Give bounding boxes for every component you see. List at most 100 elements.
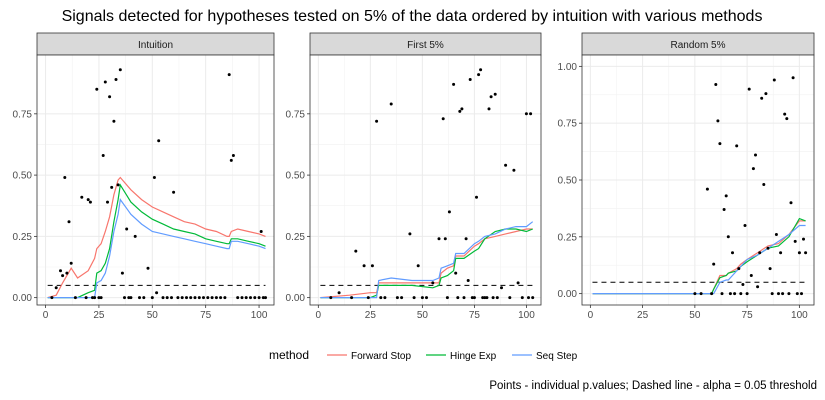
pvalue-point xyxy=(512,168,516,172)
pvalue-point xyxy=(142,296,146,300)
pvalue-point xyxy=(728,292,732,296)
pvalue-point xyxy=(329,296,333,300)
pvalue-point xyxy=(804,251,808,255)
pvalue-point xyxy=(452,82,456,86)
pvalue-point xyxy=(73,296,77,300)
pvalue-point xyxy=(95,87,99,91)
pvalue-point xyxy=(108,95,112,99)
pvalue-point xyxy=(88,200,92,204)
y-tick-label: 0.75 xyxy=(13,109,33,120)
pvalue-point xyxy=(253,296,257,300)
x-tick-label: 75 xyxy=(469,310,481,321)
pvalue-point xyxy=(468,78,472,81)
pvalue-point xyxy=(739,292,743,296)
pvalue-point xyxy=(202,296,205,300)
pvalue-point xyxy=(161,296,165,300)
pvalue-point xyxy=(110,185,114,189)
pvalue-point xyxy=(383,296,387,300)
legend-label-hinge-exp: Hinge Exp xyxy=(450,351,497,362)
pvalue-point xyxy=(524,112,528,116)
pvalue-point xyxy=(529,112,533,116)
pvalue-point xyxy=(458,109,462,113)
pvalue-point xyxy=(59,269,62,273)
pvalue-point xyxy=(229,158,233,162)
pvalue-point xyxy=(150,296,154,300)
pvalue-point xyxy=(495,296,499,300)
pvalue-point xyxy=(787,292,791,296)
pvalue-point xyxy=(129,296,133,300)
pvalue-point xyxy=(718,142,722,146)
legend-label-seq-step: Seq Step xyxy=(536,351,578,362)
x-tick-label: 50 xyxy=(147,310,159,321)
pvalue-point xyxy=(101,154,105,157)
pvalue-point xyxy=(477,73,481,77)
y-tick-label: 0.75 xyxy=(286,109,306,120)
pvalue-point xyxy=(172,190,176,194)
pvalue-point xyxy=(65,271,69,275)
pvalue-point xyxy=(462,296,466,300)
pvalue-point xyxy=(781,292,785,296)
pvalue-point xyxy=(180,296,184,300)
pvalue-point xyxy=(236,296,240,300)
strip-label-first-5pct: First 5% xyxy=(407,40,444,51)
pvalue-point xyxy=(475,195,478,199)
y-tick-label: 0.50 xyxy=(286,171,306,182)
pvalue-point xyxy=(197,296,201,300)
x-tick-label: 25 xyxy=(637,310,649,321)
pvalue-point xyxy=(63,176,67,179)
pvalue-point xyxy=(176,296,180,300)
pvalue-point xyxy=(408,232,412,236)
pvalue-point xyxy=(114,78,118,81)
pvalue-point xyxy=(800,292,803,296)
series-line-forward-stop xyxy=(47,176,266,299)
strip-label-random-5pct: Random 5% xyxy=(670,40,725,51)
pvalue-point xyxy=(259,230,263,233)
x-tick-label: 100 xyxy=(251,310,268,321)
y-tick-label: 0.50 xyxy=(558,176,578,187)
pvalue-point xyxy=(379,296,383,300)
pvalue-point xyxy=(795,292,799,296)
pvalue-point xyxy=(127,296,131,300)
y-tick-label: 0.50 xyxy=(13,171,33,182)
pvalue-point xyxy=(785,117,789,121)
legend-label-forward-stop: Forward Stop xyxy=(351,351,411,362)
x-tick-label: 100 xyxy=(518,310,535,321)
pvalue-point xyxy=(206,296,210,300)
pvalue-point xyxy=(350,296,354,300)
pvalue-point xyxy=(437,237,441,241)
pvalue-point xyxy=(106,200,109,204)
pvalue-point xyxy=(531,296,535,300)
pvalue-point xyxy=(516,281,520,285)
legend-entry-hinge-exp: Hinge Exp xyxy=(426,351,497,362)
pvalue-point xyxy=(103,80,107,84)
pvalue-point xyxy=(67,220,71,224)
pvalue-point xyxy=(244,296,248,300)
pvalue-point xyxy=(749,274,753,277)
pvalue-point xyxy=(705,187,709,191)
pvalue-point xyxy=(464,237,468,241)
pvalue-point xyxy=(116,183,120,187)
x-tick-label: 0 xyxy=(316,310,322,321)
pvalue-point xyxy=(508,296,512,300)
pvalue-point xyxy=(412,296,416,300)
pvalue-point xyxy=(80,195,84,199)
pvalue-point xyxy=(722,208,726,211)
pvalue-point xyxy=(735,144,739,148)
legend-entry-seq-step: Seq Step xyxy=(512,351,578,362)
pvalue-point xyxy=(802,237,805,241)
y-tick-label: 0.00 xyxy=(558,289,578,300)
strip-label-intuition: Intuition xyxy=(138,40,173,51)
pvalue-point xyxy=(774,233,778,236)
pvalue-point xyxy=(370,264,374,268)
pvalue-point xyxy=(466,279,470,282)
x-tick-label: 50 xyxy=(417,310,429,321)
pvalue-point xyxy=(487,107,491,111)
pvalue-point xyxy=(227,73,231,77)
pvalue-point xyxy=(99,296,103,300)
pvalue-point xyxy=(751,167,755,171)
x-tick-label: 25 xyxy=(93,310,105,321)
pvalue-point xyxy=(185,296,188,300)
pvalue-point xyxy=(720,292,724,296)
plot-area-intuition xyxy=(37,55,274,305)
